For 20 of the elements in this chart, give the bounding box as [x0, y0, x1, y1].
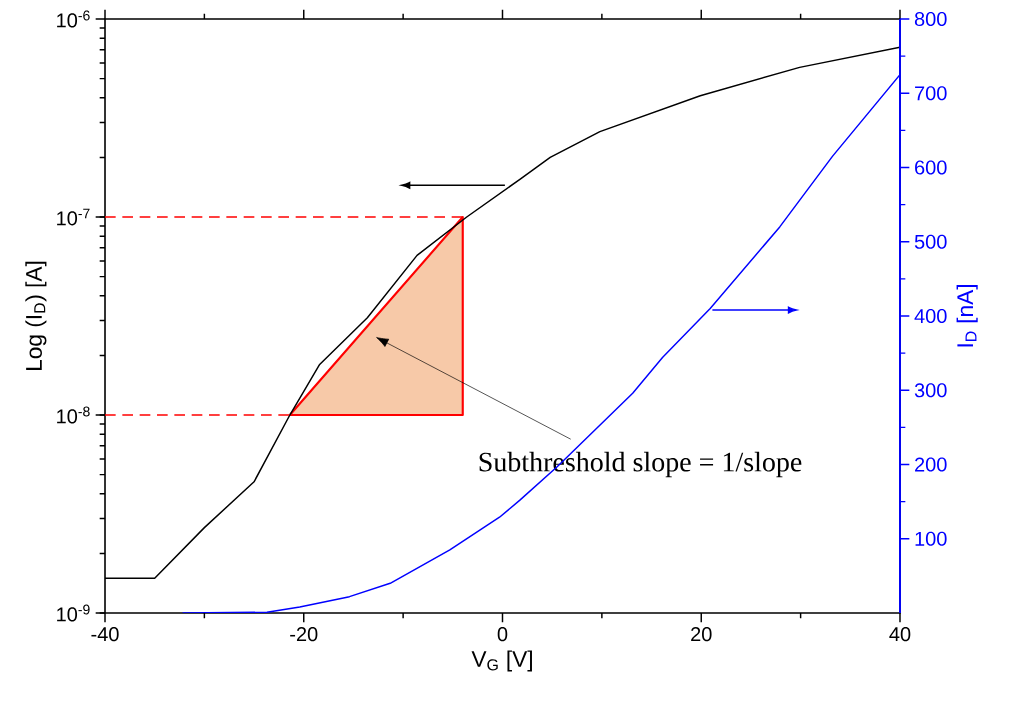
y2-tick-label: 500: [914, 234, 947, 249]
x-tick-label: 0: [497, 627, 508, 642]
x-tick-label: 20: [691, 627, 712, 642]
y2-tick-label: 300: [914, 383, 947, 398]
y-axis-title: Log (I$_{D}$) [A]: [25, 261, 47, 370]
y-tick-label: 10$^{-6}$: [57, 10, 90, 28]
x-axis-title: V$_{G}$ [V]: [471, 650, 532, 672]
y2-tick-label: 100: [915, 531, 947, 546]
x-tick-label: 40: [889, 627, 911, 642]
y2-tick-label: 200: [915, 457, 947, 472]
y2-tick-label: 400: [914, 308, 947, 324]
y-tick-label: 10$^{-8}$: [57, 406, 90, 424]
x-tick-label: -20: [290, 627, 318, 642]
x-tick-label: -40: [91, 627, 119, 642]
y2-tick-label: 700: [915, 86, 947, 101]
y-tick-label: 10$^{-9}$: [57, 604, 90, 622]
y-tick-label: 10$^{-7}$: [57, 208, 90, 226]
y2-tick-label: 600: [915, 160, 947, 175]
y2-tick-label: 800: [914, 11, 947, 27]
y2-axis-title: I$_{D}$ [nA]: [956, 285, 978, 347]
